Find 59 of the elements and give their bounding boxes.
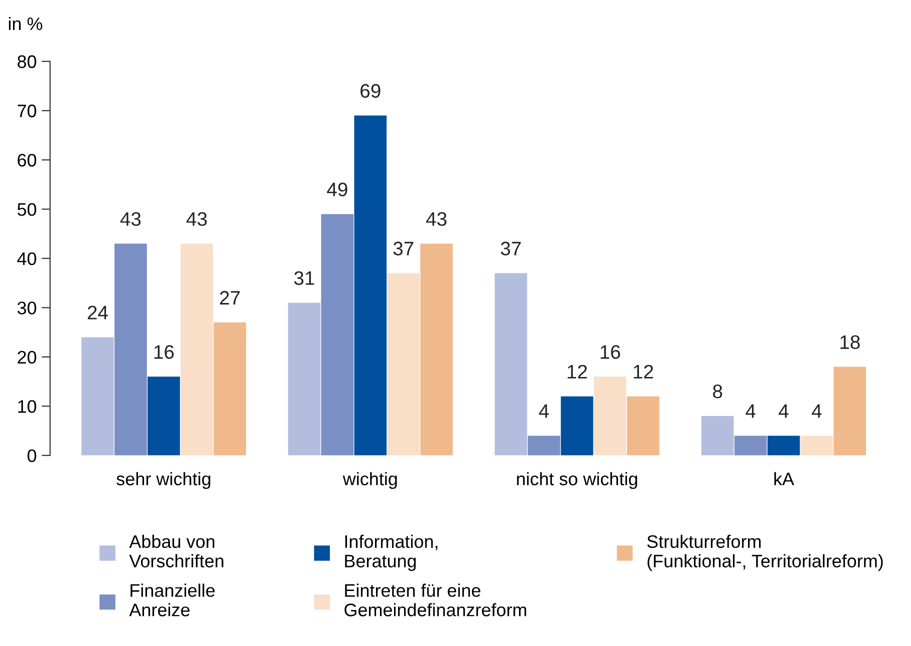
bar	[701, 416, 734, 456]
y-tick-label: 50	[18, 203, 36, 216]
data-label: 37	[500, 242, 521, 256]
bar	[528, 436, 560, 456]
y-tick-label: 10	[18, 400, 36, 413]
bar	[834, 366, 866, 456]
legend-label: Strukturreform (Funktional-, Territorialreform)	[647, 534, 883, 571]
bar	[81, 337, 114, 456]
data-label: 43	[426, 212, 446, 226]
data-label: 31	[294, 271, 314, 285]
bar	[288, 302, 320, 456]
y-tick-label: 30	[18, 302, 36, 314]
bar	[594, 376, 626, 456]
data-label: 43	[186, 212, 207, 226]
bar	[420, 244, 453, 456]
data-label: 12	[568, 364, 587, 378]
y-tick-label: 60	[18, 154, 36, 167]
data-label: 12	[634, 364, 654, 378]
bar	[494, 273, 528, 456]
y-tick-label: 70	[18, 104, 36, 118]
data-label: 24	[88, 306, 108, 320]
data-label: 4	[746, 404, 756, 418]
data-label: 4	[812, 404, 822, 418]
x-tick-label: nicht so wichtig	[517, 472, 638, 489]
data-label: 69	[360, 84, 380, 98]
bar	[560, 396, 594, 456]
bar	[114, 244, 147, 456]
x-tick-label: sehr wichtig	[116, 472, 210, 489]
data-label: 4	[778, 404, 789, 418]
x-tick-label: kA	[774, 472, 794, 486]
data-label: 27	[220, 290, 240, 305]
bar	[148, 376, 180, 456]
legend-label: Abbau von Vorschriften	[129, 534, 224, 568]
data-label: 37	[393, 242, 414, 256]
data-label: 8	[712, 384, 722, 398]
data-label: 4	[539, 404, 549, 418]
y-axis-title: in %	[8, 16, 42, 30]
y-tick-label: 40	[17, 252, 36, 266]
legend-label: Eintreten für eine Gemeindefinanzreform	[344, 584, 526, 616]
y-tick-label: 0	[28, 449, 36, 462]
data-label: 43	[120, 212, 141, 226]
bar	[767, 436, 800, 456]
y-tick-label: 80	[18, 55, 36, 68]
data-label: 49	[326, 182, 348, 196]
y-tick-label: 20	[18, 350, 36, 364]
bar	[180, 244, 214, 456]
x-tick-label: wichtig	[342, 472, 397, 489]
legend-label: Information, Beratung	[345, 534, 438, 572]
bar	[734, 436, 767, 456]
data-label: 16	[154, 345, 174, 359]
bar	[214, 322, 246, 456]
bar	[800, 436, 833, 456]
bar	[626, 396, 660, 456]
legend-label: Finanzielle Anreize	[129, 584, 215, 616]
bar	[321, 214, 354, 456]
data-label: 16	[600, 345, 620, 359]
data-label: 18	[840, 335, 860, 350]
bar	[354, 116, 387, 456]
bar	[387, 273, 420, 456]
